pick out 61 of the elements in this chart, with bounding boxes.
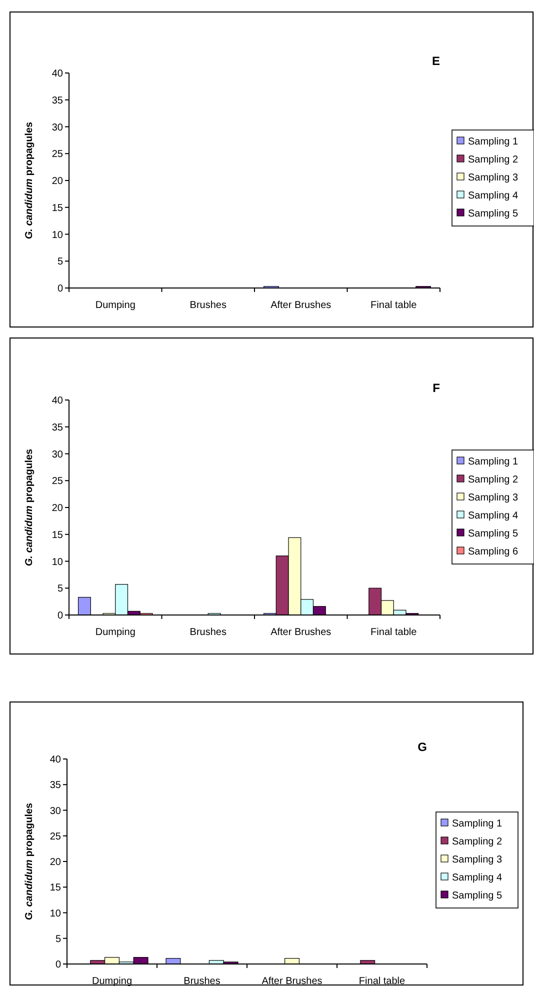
y-tick-label: 40 [50,754,62,766]
legend-label: Sampling 4 [468,190,518,202]
legend-label: Sampling 5 [468,528,518,540]
chart-title: E [432,54,440,68]
y-tick-label: 20 [50,857,62,868]
y-tick-label: 35 [52,422,64,434]
x-tick-label: Final table [358,976,406,987]
y-tick-label: 25 [52,476,64,488]
y-tick-label: 25 [52,149,64,160]
y-tick-label: 15 [52,202,64,214]
chart-title: F [432,381,440,395]
y-tick-label: 25 [50,831,62,842]
legend-label: Sampling 5 [468,208,518,220]
y-tick-label: 35 [52,95,64,106]
y-tick-label: 0 [57,284,64,294]
legend-label: Sampling 3 [468,492,518,504]
y-tick-label: 30 [52,449,64,460]
x-tick-label: After Brushes [270,627,332,638]
x-tick-label: Final table [370,627,418,638]
y-tick-label: 40 [52,396,64,406]
chart-title: G [418,740,427,754]
legend-label: Sampling 1 [452,818,502,830]
y-tick-label: 20 [52,176,64,187]
legend-label: Sampling 2 [452,836,502,848]
y-tick-label: 0 [57,610,64,622]
y-tick-label: 15 [52,530,64,541]
x-tick-label: Dumping [95,300,136,311]
legend-label: Sampling 4 [468,510,518,522]
legend-label: Sampling 3 [452,854,502,866]
y-tick-label: 0 [55,960,62,970]
y-tick-label: 20 [52,503,64,514]
y-axis-title: G. candidum propagules [24,121,35,240]
x-tick-label: After Brushes [262,976,322,987]
legend-label: Sampling 3 [468,172,518,184]
y-tick-label: 15 [50,882,62,894]
legend-label: Sampling 2 [468,474,518,486]
y-axis-title: G. candidum propagules [24,448,35,566]
y-tick-label: 30 [52,122,64,134]
legend-label: Sampling 4 [452,872,502,884]
legend-label: Sampling 1 [468,136,518,148]
legend-label: Sampling 2 [468,154,518,166]
y-tick-label: 10 [52,230,64,241]
x-tick-label: Brushes [190,300,226,311]
legend-label: Sampling 5 [452,890,502,902]
y-tick-label: 5 [57,584,64,595]
y-tick-label: 10 [52,556,64,568]
y-tick-label: 10 [50,908,62,920]
x-tick-label: Brushes [184,976,220,987]
y-axis-title: G. candidum propagules [24,802,35,920]
legend-label: Sampling 1 [468,456,518,468]
x-tick-label: Dumping [95,627,136,638]
y-tick-label: 5 [57,256,64,268]
legend-label: Sampling 6 [468,546,518,558]
x-tick-label: Dumping [92,976,132,987]
x-tick-label: Final table [370,300,418,311]
y-tick-label: 5 [55,934,62,945]
y-tick-label: 30 [50,806,62,817]
x-tick-label: After Brushes [270,300,332,311]
y-tick-label: 35 [50,780,62,792]
x-tick-label: Brushes [190,627,226,638]
y-tick-label: 40 [52,68,64,80]
